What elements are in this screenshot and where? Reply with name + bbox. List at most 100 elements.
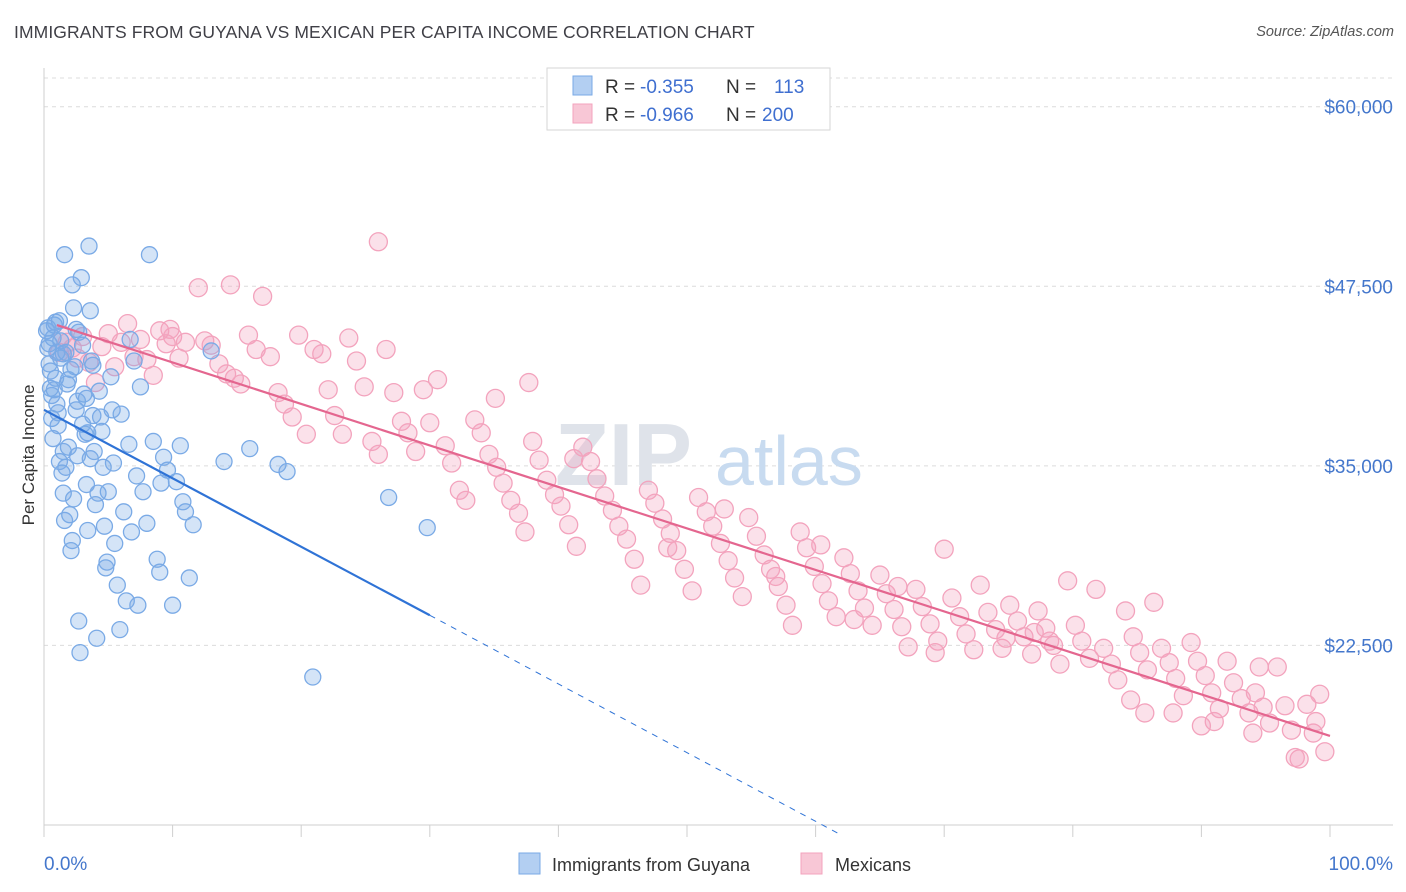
point-mexicans-142	[1058, 571, 1078, 591]
y-tick-label-2: $35,000	[1324, 457, 1393, 478]
point-mexicans-24	[201, 335, 221, 355]
point-guyana-69	[167, 473, 186, 491]
point-guyana-111	[55, 511, 74, 530]
point-guyana-88	[152, 474, 170, 492]
point-mexicans-43	[339, 328, 359, 348]
point-mexicans-108	[812, 574, 832, 594]
series-mexicans	[49, 232, 1335, 769]
point-mexicans-25	[209, 354, 229, 374]
point-mexicans-133	[992, 638, 1012, 658]
point-mexicans-123	[920, 614, 940, 634]
point-guyana-62	[140, 246, 159, 264]
point-mexicans-115	[862, 615, 882, 635]
point-mexicans-97	[732, 586, 752, 607]
point-mexicans-54	[420, 413, 440, 433]
point-guyana-76	[241, 439, 259, 458]
point-guyana-63	[144, 432, 162, 451]
point-mexicans-149	[1108, 670, 1128, 690]
point-mexicans-44	[346, 351, 367, 371]
point-mexicans-153	[1137, 660, 1158, 680]
point-mexicans-185	[658, 538, 678, 558]
point-guyana-48	[106, 534, 124, 553]
point-mexicans-180	[220, 275, 241, 295]
point-mexicans-141	[1050, 654, 1070, 674]
point-mexicans-197	[1243, 723, 1263, 743]
point-mexicans-131	[978, 602, 998, 623]
point-guyana-87	[121, 330, 139, 349]
stats-swatch-guyana	[572, 75, 593, 96]
point-guyana-8	[48, 395, 66, 413]
point-mexicans-146	[1086, 579, 1106, 600]
point-guyana-106	[46, 313, 65, 331]
chart-source: Source: ZipAtlas.com	[1256, 24, 1394, 40]
point-guyana-110	[48, 343, 66, 362]
point-mexicans-69	[529, 450, 549, 470]
point-guyana-60	[134, 483, 152, 501]
point-mexicans-98	[739, 507, 759, 528]
point-mexicans-157	[1166, 668, 1186, 689]
point-mexicans-67	[515, 522, 535, 542]
point-mexicans-12	[117, 313, 138, 334]
point-mexicans-112	[840, 563, 860, 584]
point-guyana-55	[122, 523, 141, 541]
chart-title: IMMIGRANTS FROM GUYANA VS MEXICAN PER CA…	[14, 22, 755, 42]
point-mexicans-72	[551, 496, 571, 516]
point-mexicans-49	[384, 382, 404, 403]
point-mexicans-45	[354, 377, 374, 397]
point-mexicans-76	[580, 451, 601, 472]
x-tick-labels: 0.0% 100.0%	[44, 854, 1393, 875]
point-mexicans-99	[746, 526, 767, 546]
point-guyana-33	[80, 237, 98, 255]
point-guyana-57	[127, 467, 146, 485]
point-mexicans-186	[714, 499, 734, 519]
point-mexicans-106	[796, 538, 817, 558]
point-mexicans-113	[848, 581, 868, 601]
point-mexicans-179	[368, 232, 389, 252]
point-mexicans-89	[674, 559, 695, 579]
point-guyana-112	[63, 531, 81, 550]
point-mexicans-195	[1163, 703, 1183, 723]
point-mexicans-172	[1275, 696, 1295, 716]
point-guyana-77	[269, 455, 287, 474]
stats-r-label-guyana: R =	[605, 77, 635, 98]
point-mexicans-194	[1121, 690, 1141, 710]
point-mexicans-165	[1223, 673, 1244, 693]
stats-n-label-guyana: N =	[726, 77, 756, 98]
point-mexicans-134	[1000, 595, 1020, 615]
point-guyana-14	[55, 246, 74, 264]
point-mexicans-116	[870, 565, 890, 585]
point-mexicans-154	[1144, 592, 1164, 612]
point-guyana-97	[81, 450, 99, 468]
point-guyana-25	[70, 612, 88, 630]
point-mexicans-198	[1285, 747, 1305, 768]
point-mexicans-77	[587, 469, 607, 489]
point-guyana-58	[129, 596, 147, 614]
point-mexicans-159	[1181, 632, 1201, 653]
point-mexicans-31	[252, 286, 273, 307]
point-guyana-13	[54, 484, 72, 502]
point-guyana-49	[108, 576, 126, 594]
point-mexicans-47	[368, 444, 389, 465]
x-tick-label-1: 100.0%	[1329, 854, 1394, 875]
point-mexicans-64	[493, 473, 513, 493]
point-guyana-81	[418, 518, 436, 537]
point-mexicans-40	[318, 380, 338, 400]
point-mexicans-52	[406, 441, 426, 462]
point-mexicans-200	[1249, 657, 1269, 677]
point-guyana-71	[176, 503, 195, 521]
point-guyana-70	[171, 437, 189, 455]
point-mexicans-66	[508, 503, 529, 523]
point-mexicans-120	[898, 637, 918, 657]
trend-line-guyana-extension	[429, 614, 842, 836]
point-mexicans-57	[442, 453, 462, 473]
point-mexicans-189	[844, 609, 864, 630]
point-guyana-65	[151, 563, 169, 581]
point-guyana-31	[77, 475, 96, 494]
trend-line-guyana	[43, 408, 431, 617]
y-tick-label-3: $22,500	[1324, 636, 1393, 657]
point-mexicans-85	[645, 493, 665, 513]
point-guyana-74	[202, 342, 220, 360]
point-guyana-56	[125, 352, 143, 370]
point-mexicans-150	[1115, 601, 1136, 621]
point-mexicans-96	[724, 568, 745, 588]
